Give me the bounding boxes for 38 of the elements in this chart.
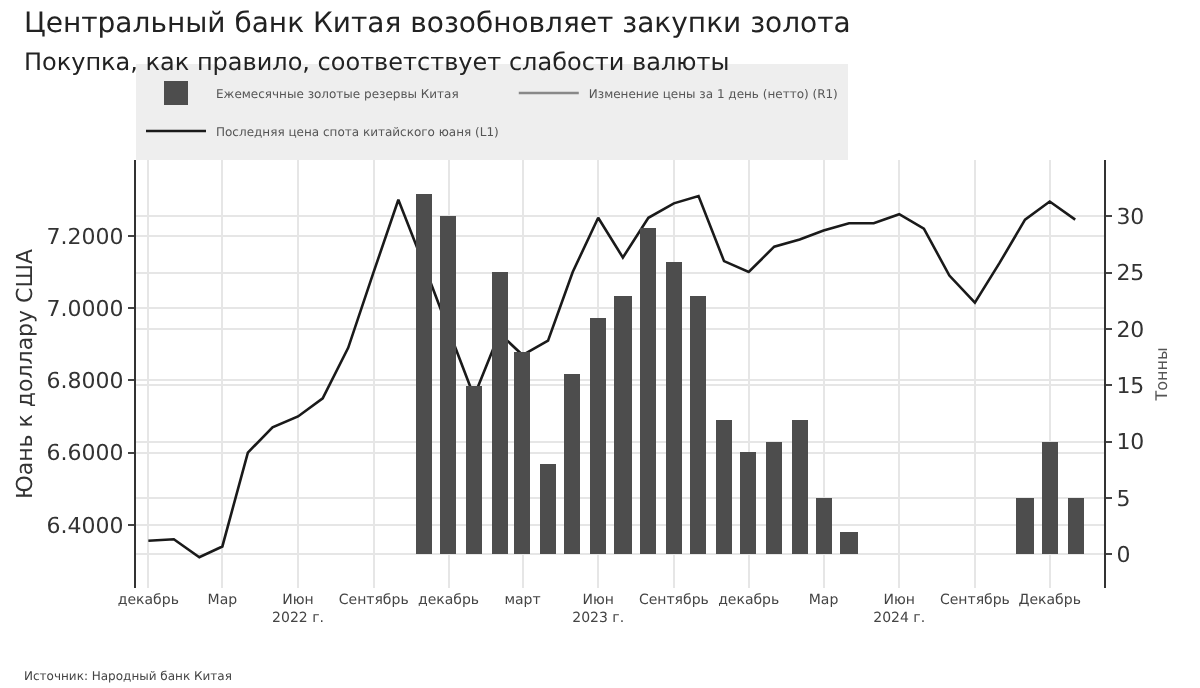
- bar: [666, 262, 682, 554]
- y2-tick-label: 10: [1116, 429, 1145, 456]
- bar: [564, 374, 580, 554]
- bar: [716, 420, 732, 554]
- bar: [440, 216, 456, 554]
- y2-axis-title: Тонны: [1152, 347, 1171, 403]
- bar: [816, 498, 832, 554]
- bar: [740, 452, 756, 554]
- y2-tick-label: 5: [1116, 485, 1131, 512]
- y2-tick-label: 25: [1116, 260, 1145, 287]
- y-axis-title: Юань к доллару США: [11, 248, 38, 500]
- chart-title: Центральный банк Китая возобновляет закупки золота: [24, 8, 851, 40]
- y2-tick-label: 20: [1116, 316, 1145, 343]
- bar: [514, 352, 530, 554]
- chart-subtitle: Покупка, как правило, соответствует слабости валюты: [24, 48, 730, 76]
- line-series: [147, 194, 1077, 559]
- y-tick-label: 7.0000: [46, 295, 124, 322]
- y-tick-label: 6.4000: [46, 512, 124, 539]
- y-tick-label: 6.8000: [46, 368, 124, 395]
- bar: [690, 296, 706, 554]
- y-tick-label: 7.2000: [46, 223, 124, 250]
- bar: [416, 194, 432, 554]
- bar: [792, 420, 808, 554]
- bar: [1042, 442, 1058, 554]
- y2-tick-label: 0: [1116, 541, 1131, 568]
- bar: [466, 386, 482, 554]
- bar: [840, 532, 858, 554]
- bar: [614, 296, 632, 554]
- bar: [766, 442, 782, 554]
- y2-tick-label: 30: [1116, 204, 1145, 231]
- bar: [1068, 498, 1084, 554]
- bar: [492, 272, 508, 554]
- bar: [640, 228, 656, 554]
- bar: [1016, 498, 1034, 554]
- bar: [540, 464, 556, 554]
- y-tick-label: 6.6000: [46, 440, 124, 467]
- bar: [590, 318, 606, 554]
- y2-tick-label: 15: [1116, 372, 1145, 399]
